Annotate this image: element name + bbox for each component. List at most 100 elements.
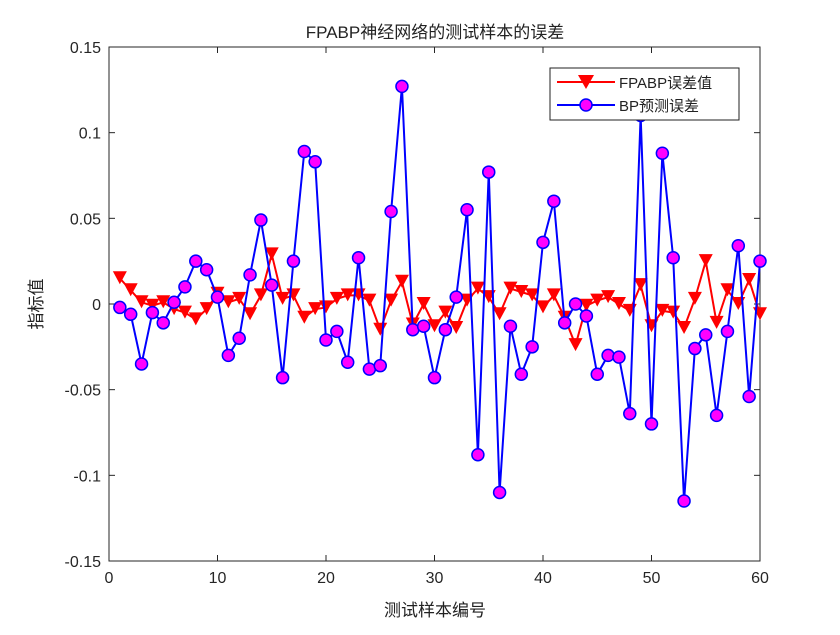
data-point-bp (340, 355, 355, 370)
data-point-fpabp (601, 290, 616, 304)
data-point-bp (210, 290, 225, 304)
data-point-fpabp (503, 281, 518, 295)
data-point-bp (536, 235, 550, 250)
x-tick-label: 30 (426, 570, 444, 587)
data-point-bp (753, 254, 767, 268)
data-point-bp (590, 367, 604, 381)
data-point-bp (438, 322, 453, 337)
data-point-bp (655, 146, 670, 160)
data-point-bp (134, 357, 149, 371)
data-point-bp (688, 341, 702, 356)
data-point-fpabp (579, 298, 594, 312)
data-point-fpabp (611, 297, 626, 310)
data-point-fpabp (655, 303, 670, 317)
data-point-bp (265, 278, 279, 292)
data-point-fpabp (568, 338, 583, 352)
data-point-fpabp (633, 278, 648, 292)
data-point-fpabp (720, 283, 735, 297)
data-point-fpabp (308, 302, 323, 316)
data-point-bp (612, 350, 626, 364)
data-point-bp (644, 417, 659, 431)
data-point-bp (275, 370, 290, 385)
data-point-fpabp (416, 297, 431, 310)
data-point-bp (709, 408, 724, 423)
data-point-fpabp (666, 305, 681, 319)
data-point-bp (514, 367, 529, 381)
data-point-fpabp (253, 288, 268, 302)
data-point-bp (568, 297, 583, 311)
chart-title: FPABP神经网络的测试样本的误差 (306, 23, 564, 42)
x-tick-label: 40 (534, 570, 552, 587)
data-point-bp (297, 144, 312, 159)
data-point-bp (395, 79, 409, 94)
y-tick-label: 0 (92, 297, 101, 314)
data-point-fpabp (742, 273, 757, 287)
data-point-fpabp (438, 305, 453, 319)
y-tick-label: -0.15 (65, 554, 102, 571)
x-tick-label: 50 (643, 570, 661, 587)
data-point-fpabp (427, 319, 442, 333)
data-point-bp (113, 300, 127, 315)
data-point-bp (677, 494, 691, 508)
series-layer (112, 79, 767, 508)
data-point-fpabp (384, 293, 399, 307)
data-point-fpabp (145, 298, 160, 312)
data-point-bp (416, 319, 431, 334)
x-axis-label: 测试样本编号 (384, 601, 486, 620)
data-point-bp (742, 389, 756, 404)
data-point-bp (720, 324, 735, 339)
data-point-bp (178, 280, 192, 294)
data-point-fpabp (373, 322, 388, 336)
data-point-bp (123, 307, 138, 322)
data-point-bp (189, 254, 203, 268)
data-point-bp (167, 295, 181, 310)
data-point-bp (460, 203, 474, 217)
data-point-fpabp (134, 295, 149, 309)
data-point-fpabp (232, 291, 247, 305)
data-point-bp (492, 485, 507, 500)
y-axis-label: 指标值 (27, 279, 46, 330)
data-point-fpabp (536, 300, 550, 314)
y-tick-label: 0.05 (70, 211, 101, 228)
data-point-fpabp (677, 320, 692, 334)
data-point-bp (623, 406, 637, 421)
legend-marker-bp (579, 98, 593, 112)
data-point-bp (308, 155, 322, 169)
data-point-bp (319, 333, 333, 347)
data-point-bp (384, 204, 398, 219)
legend: FPABP误差值 BP预测误差 (549, 67, 740, 121)
data-point-fpabp (546, 288, 561, 302)
data-point-bp (254, 213, 268, 227)
data-point-bp (503, 319, 518, 334)
data-point-fpabp (275, 291, 290, 305)
data-point-bp (482, 165, 496, 179)
data-point-fpabp (709, 315, 724, 329)
y-tick-label: 0.1 (79, 126, 101, 143)
data-point-fpabp (123, 283, 138, 297)
axes: 0 10 20 30 40 50 60 -0.15 -0.1 -0.05 0 0.05 0.1 0.15 (65, 40, 769, 587)
data-point-fpabp (687, 291, 702, 305)
data-point-bp (547, 194, 561, 208)
data-point-bp (221, 348, 236, 363)
data-point-fpabp (243, 307, 258, 321)
data-point-bp (731, 238, 746, 253)
y-tick-label: 0.15 (70, 40, 101, 57)
data-point-fpabp (329, 291, 344, 305)
data-point-bp (666, 250, 680, 265)
data-point-fpabp (297, 310, 312, 324)
data-point-bp (699, 328, 713, 342)
data-point-fpabp (319, 300, 333, 314)
data-point-fpabp (177, 305, 192, 319)
series-line-1 (119, 86, 761, 502)
data-point-bp (351, 250, 366, 265)
data-point-bp (427, 370, 442, 385)
data-point-bp (557, 316, 572, 330)
data-point-bp (601, 348, 615, 363)
data-point-fpabp (470, 281, 485, 295)
data-point-bp (286, 254, 301, 268)
y-tick-label: -0.1 (73, 468, 101, 485)
data-point-bp (525, 340, 539, 354)
data-point-fpabp (698, 254, 713, 268)
data-point-fpabp (286, 288, 301, 302)
